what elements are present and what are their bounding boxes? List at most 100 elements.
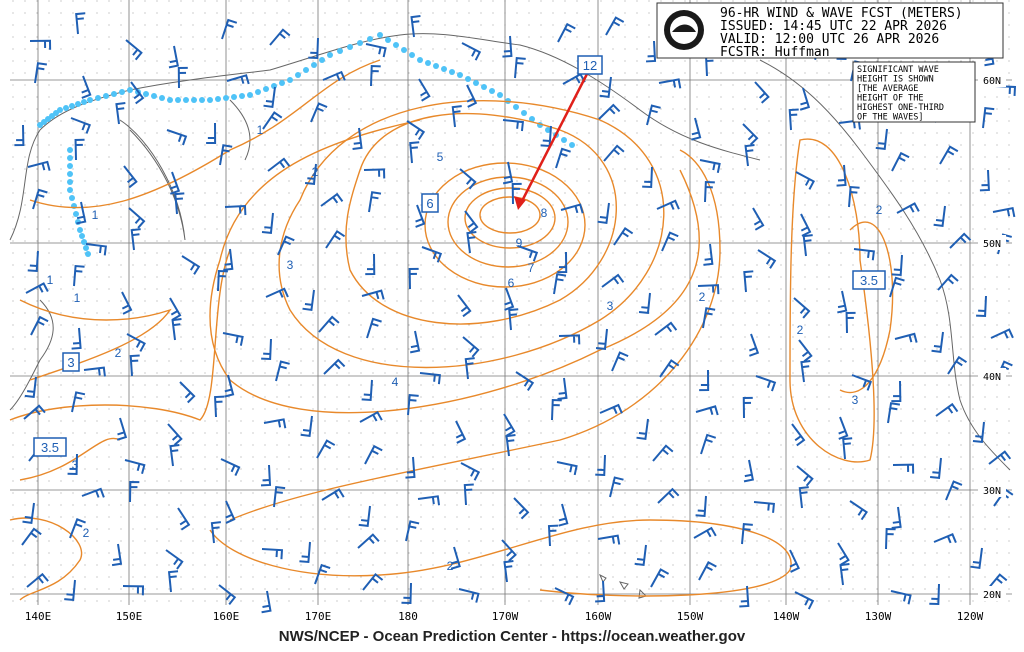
wind-barb	[169, 444, 180, 467]
wind-barb	[300, 415, 313, 437]
wind-barb	[885, 527, 896, 550]
wind-barb	[267, 157, 291, 172]
wind-barb	[511, 182, 522, 205]
lon-label: 160E	[213, 610, 240, 623]
wind-barb	[406, 120, 426, 141]
wind-barb	[366, 317, 382, 339]
wind-barb	[789, 549, 801, 573]
wind-barb	[223, 248, 234, 271]
wind-barb	[972, 421, 985, 443]
footer: NWS/NCEP - Ocean Prediction Center - htt…	[279, 628, 746, 645]
wind-barb	[30, 315, 49, 336]
wind-barb	[551, 398, 562, 421]
wind-barb	[361, 379, 373, 402]
ice-dot	[95, 95, 101, 101]
wind-barb	[889, 276, 905, 298]
lon-label-box	[20, 608, 56, 624]
wind-barb	[976, 295, 987, 318]
wind-barb	[654, 321, 678, 336]
wind-barb	[513, 497, 530, 520]
ice-dot	[441, 66, 447, 72]
wind-barb	[933, 205, 946, 227]
ice-dot	[417, 57, 423, 63]
ice-dot	[85, 251, 91, 257]
wind-barb	[638, 292, 651, 314]
contour-label: 5	[437, 150, 444, 164]
ice-dot	[295, 72, 301, 78]
wind-barb	[14, 124, 25, 147]
wind-barb	[224, 205, 247, 216]
wind-barb	[130, 228, 141, 251]
wind-barb	[798, 486, 809, 509]
wind-barb	[462, 336, 480, 358]
wind-barb	[842, 437, 853, 460]
boxed-label: 3.5	[41, 440, 59, 455]
ice-dot	[409, 52, 415, 58]
ice-dot	[83, 245, 89, 251]
wind-barb	[603, 144, 625, 162]
boxed-label-frame	[852, 270, 886, 290]
ice-dot	[81, 239, 87, 245]
wind-barb	[754, 81, 770, 104]
wind-barb	[799, 87, 811, 111]
wind-barb	[704, 180, 715, 203]
wind-barb	[945, 480, 963, 501]
wind-barb	[755, 375, 777, 392]
lat-label-box	[978, 586, 1006, 601]
wind-barb	[69, 518, 86, 539]
wind-barb	[514, 56, 526, 79]
wind-barb	[365, 43, 387, 58]
lon-label-box	[390, 608, 426, 624]
wind-barb	[505, 434, 516, 457]
wind-barb	[408, 267, 419, 290]
wind-barb	[263, 418, 287, 429]
wind-barb	[214, 395, 225, 418]
wind-barb	[129, 354, 140, 377]
wind-barb	[702, 307, 716, 329]
boxed-label-frame	[577, 55, 603, 75]
wind-barb	[174, 192, 185, 215]
ice-dot	[425, 60, 431, 66]
wind-barb	[177, 507, 191, 531]
wind-barb	[29, 39, 52, 50]
lat-label-box	[978, 235, 1006, 250]
wind-barb	[795, 171, 815, 190]
wind-barb	[275, 360, 290, 382]
wind-barb	[168, 45, 179, 69]
wind-barb	[699, 369, 710, 392]
note-line: SIGNIFICANT WAVE	[857, 65, 939, 75]
header-line: 96-HR WIND & WAVE FCST (METERS)	[720, 6, 963, 21]
ice-dot	[87, 97, 93, 103]
contour-label: 2	[797, 323, 804, 337]
ice-dot	[57, 107, 63, 113]
wind-barb	[27, 250, 39, 273]
wind-barb	[171, 318, 182, 341]
wind-barb	[703, 243, 714, 266]
ice-dot	[473, 80, 479, 86]
wind-barb	[224, 374, 235, 398]
ice-dot	[319, 57, 325, 63]
wind-barb	[124, 459, 146, 475]
header-box	[656, 2, 1004, 59]
ice-dot	[377, 32, 383, 38]
wind-barb	[265, 287, 289, 298]
lon-label: 150E	[116, 610, 143, 623]
ice-dot	[481, 84, 487, 90]
wind-barb	[947, 355, 968, 375]
wind-barb	[459, 168, 477, 190]
wind-barb	[364, 444, 383, 465]
contour-label: 3	[607, 299, 614, 313]
wind-barb	[659, 359, 680, 378]
wind-barb	[81, 75, 92, 99]
wind-barb	[800, 213, 812, 237]
wind-barb	[693, 526, 717, 539]
wind-barb	[560, 203, 584, 214]
arrow-head	[514, 196, 526, 210]
wind-barb	[556, 461, 578, 476]
wave-contours	[9, 59, 894, 601]
wind-barb	[166, 129, 188, 146]
wind-barb	[753, 501, 776, 513]
wind-barb	[554, 587, 575, 606]
lon-label: 180	[398, 610, 418, 623]
